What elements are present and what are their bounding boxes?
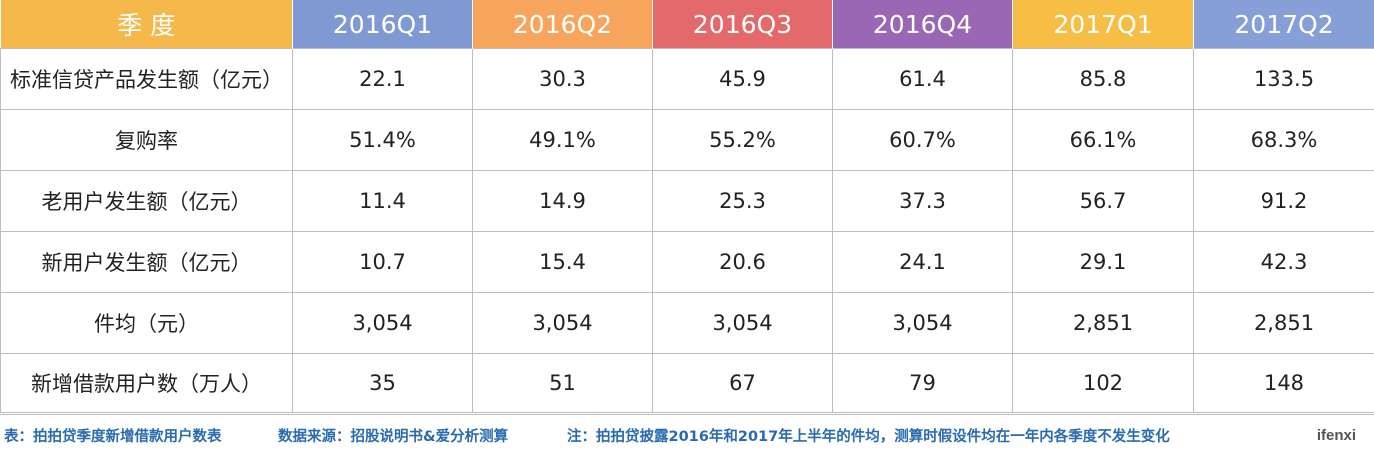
ifenxi-logo: ifenxi [1316, 427, 1356, 444]
table-cell: 42.3 [1193, 231, 1374, 293]
table-cell: 35 [292, 353, 473, 413]
table-cell: 20.6 [652, 231, 833, 293]
data-source: 数据来源：招股说明书&爱分析测算 [278, 429, 509, 445]
table-cell: 67 [652, 353, 833, 413]
table-cell: 2,851 [1193, 292, 1374, 354]
table-cell: 3,054 [832, 292, 1013, 354]
table-cell: 15.4 [472, 231, 653, 293]
table-cell: 45.9 [652, 48, 833, 110]
table-cell: 133.5 [1193, 48, 1374, 110]
table-cell: 3,054 [472, 292, 653, 354]
table-row: 老用户发生额（亿元） 11.4 14.9 25.3 37.3 56.7 91.2 [0, 170, 1374, 232]
row-label: 复购率 [0, 109, 293, 171]
table-cell: 66.1% [1012, 109, 1194, 171]
header-cell-2016q4: 2016Q4 [832, 0, 1013, 49]
row-label: 新增借款用户数（万人） [0, 353, 293, 413]
table-cell: 14.9 [472, 170, 653, 232]
table-cell: 49.1% [472, 109, 653, 171]
data-table: 季 度 2016Q1 2016Q2 2016Q3 2016Q4 2017Q1 2… [0, 0, 1374, 413]
table-cell: 24.1 [832, 231, 1013, 293]
table-cell: 102 [1012, 353, 1194, 413]
table-cell: 85.8 [1012, 48, 1194, 110]
table-cell: 29.1 [1012, 231, 1194, 293]
table-cell: 56.7 [1012, 170, 1194, 232]
table-caption: 表：拍拍贷季度新增借款用户数表 [4, 429, 222, 445]
table-row: 复购率 51.4% 49.1% 55.2% 60.7% 66.1% 68.3% [0, 109, 1374, 171]
header-cell-2017q2: 2017Q2 [1193, 0, 1374, 49]
header-cell-2017q1: 2017Q1 [1012, 0, 1194, 49]
table-cell: 91.2 [1193, 170, 1374, 232]
table-cell: 51 [472, 353, 653, 413]
header-cell-2016q2: 2016Q2 [472, 0, 653, 49]
table-cell: 30.3 [472, 48, 653, 110]
table-row: 件均（元） 3,054 3,054 3,054 3,054 2,851 2,85… [0, 292, 1374, 354]
table-cell: 61.4 [832, 48, 1013, 110]
header-cell-2016q1: 2016Q1 [292, 0, 473, 49]
table-row: 新增借款用户数（万人） 35 51 67 79 102 148 [0, 353, 1374, 413]
table-row: 标准信贷产品发生额（亿元） 22.1 30.3 45.9 61.4 85.8 1… [0, 48, 1374, 110]
table-cell: 60.7% [832, 109, 1013, 171]
table-cell: 25.3 [652, 170, 833, 232]
table-cell: 2,851 [1012, 292, 1194, 354]
table-cell: 79 [832, 353, 1013, 413]
footnote: 注：拍拍贷披露2016年和2017年上半年的件均，测算时假设件均在一年内各季度不… [567, 429, 1170, 445]
table-cell: 11.4 [292, 170, 473, 232]
row-label: 件均（元） [0, 292, 293, 354]
table-cell: 37.3 [832, 170, 1013, 232]
table-cell: 68.3% [1193, 109, 1374, 171]
table-cell: 55.2% [652, 109, 833, 171]
header-cell-label: 季 度 [0, 0, 293, 49]
table-cell: 10.7 [292, 231, 473, 293]
footer: 表：拍拍贷季度新增借款用户数表 数据来源：招股说明书&爱分析测算 注：拍拍贷披露… [0, 414, 1374, 454]
row-label: 新用户发生额（亿元） [0, 231, 293, 293]
table-cell: 3,054 [292, 292, 473, 354]
table-cell: 3,054 [652, 292, 833, 354]
row-label: 老用户发生额（亿元） [0, 170, 293, 232]
header-row: 季 度 2016Q1 2016Q2 2016Q3 2016Q4 2017Q1 2… [0, 0, 1374, 49]
row-label: 标准信贷产品发生额（亿元） [0, 48, 293, 110]
table-cell: 22.1 [292, 48, 473, 110]
header-cell-2016q3: 2016Q3 [652, 0, 833, 49]
table-cell: 148 [1193, 353, 1374, 413]
table-cell: 51.4% [292, 109, 473, 171]
table-row: 新用户发生额（亿元） 10.7 15.4 20.6 24.1 29.1 42.3 [0, 231, 1374, 293]
